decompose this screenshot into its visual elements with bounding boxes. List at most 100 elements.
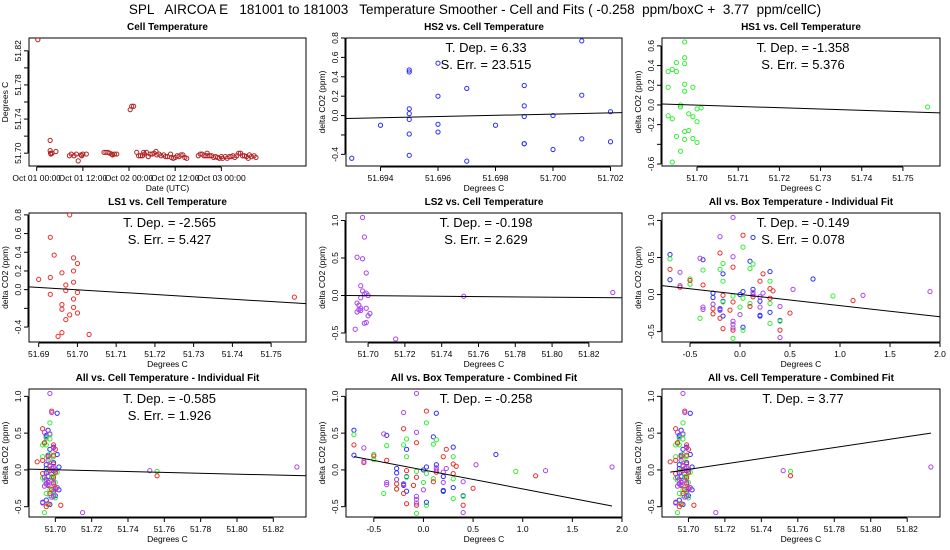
x-axis-label: Degrees C	[781, 534, 822, 544]
y-tick-label: 0.5	[646, 427, 656, 439]
data-point-ls2	[47, 431, 53, 437]
y-tick-label: 1.0	[330, 214, 340, 226]
data-point-ls1	[684, 452, 690, 458]
data-point-ls2	[684, 445, 690, 451]
data-point-ls2	[674, 483, 681, 489]
data-point-hs2	[740, 324, 746, 330]
data-point-hs1	[47, 420, 53, 426]
x-tick-label: 51.74	[751, 524, 773, 534]
data-point-hs1	[673, 68, 680, 75]
temperature-dependence-label: T. Dep. = 3.77	[762, 391, 843, 406]
data-point-ls2	[79, 509, 86, 516]
data-point-ls1	[59, 302, 65, 308]
data-point-hs1	[767, 320, 773, 327]
data-point-hs1	[384, 443, 390, 449]
data-point-hs1	[720, 260, 726, 267]
data-point-ls1	[460, 502, 466, 508]
data-point-ls1	[59, 330, 65, 336]
data-point-hs2	[351, 452, 357, 458]
data-point-hs1	[403, 474, 410, 480]
x-tick-label: 0.0	[734, 349, 746, 359]
data-point-ls2	[710, 301, 716, 307]
data-point-ls1	[50, 474, 57, 480]
data-point-cell	[236, 150, 242, 156]
data-point-hs1	[430, 476, 436, 482]
data-point-ls2	[542, 468, 549, 474]
x-tick-label: 51.76	[154, 524, 176, 534]
data-point-ls1	[40, 457, 46, 463]
data-point-ls1	[45, 454, 51, 460]
x-tick-label: 51.78	[190, 524, 212, 534]
data-point-ls2	[41, 483, 48, 489]
data-point-ls2	[50, 479, 57, 486]
y-tick-label: 0.0	[330, 289, 340, 301]
y-tick-label: 0.0	[646, 288, 656, 300]
data-point-ls1	[710, 311, 716, 317]
x-tick-label: Oct 02 12:00	[151, 173, 200, 183]
data-point-hs1	[767, 278, 773, 284]
y-axis-label: delta CO2 (ppm)	[633, 246, 643, 309]
data-point-ls1	[400, 490, 407, 497]
temperature-dependence-label: T. Dep. = -0.198	[440, 215, 533, 230]
y-tick-label: 0.6	[646, 40, 656, 52]
data-point-hs1	[674, 509, 681, 516]
data-point-hs1	[682, 88, 688, 94]
x-tick-label: 51.73	[810, 173, 832, 183]
data-point-hs1	[694, 139, 700, 145]
data-point-ls2	[750, 291, 756, 298]
data-point-ls2	[41, 429, 48, 436]
x-axis-label: Degrees C	[147, 534, 188, 544]
x-tick-label: 51.74	[222, 349, 244, 359]
data-point-ls2	[678, 457, 684, 463]
data-point-hs2	[406, 106, 412, 112]
data-point-ls1	[74, 260, 81, 267]
data-point-hs2	[56, 464, 62, 470]
data-point-hs2	[521, 82, 527, 89]
data-point-hs1	[720, 278, 726, 284]
chart-panel-9: All vs. Cell Temperature - Combined Fit 5…	[633, 373, 941, 544]
standard-error-label: S. Err. = 0.078	[761, 232, 844, 247]
data-point-ls1	[720, 292, 726, 298]
data-point-ls1	[67, 312, 73, 318]
data-point-ls1	[740, 232, 746, 238]
data-point-hs1	[682, 136, 688, 143]
data-point-cell	[158, 153, 164, 159]
data-point-hs1	[673, 60, 680, 66]
x-tick-label: 51.71	[106, 349, 128, 359]
data-point-ls2	[610, 289, 616, 296]
fit-line	[670, 432, 931, 473]
y-tick-label: 0.2	[13, 265, 23, 277]
standard-error-label: S. Err. = 23.515	[441, 57, 532, 72]
y-tick-label: 1.0	[646, 214, 656, 226]
data-point-ls2	[730, 214, 736, 221]
y-axis-label: Degrees C	[0, 82, 10, 123]
data-point-ls1	[70, 279, 77, 285]
data-point-ls2	[730, 318, 736, 324]
data-point-cell	[167, 151, 174, 157]
data-point-hs2	[750, 234, 756, 241]
x-tick-label: 51.75	[892, 173, 914, 183]
x-tick-label: 1.0	[834, 349, 846, 359]
data-point-ls2	[413, 429, 420, 436]
data-points	[349, 38, 614, 164]
data-point-ls2	[147, 468, 153, 474]
x-tick-label: Oct 03 00:00	[197, 173, 246, 183]
x-tick-label: 51.70	[678, 524, 700, 534]
y-axis-label: delta CO2 (ppm)	[0, 246, 10, 309]
standard-error-label: S. Err. = 2.629	[444, 232, 527, 247]
data-point-ls2	[384, 482, 390, 488]
x-tick-label: -0.5	[683, 349, 698, 359]
data-point-ls1	[687, 277, 693, 284]
chart-title: HS1 vs. Cell Temperature	[741, 22, 861, 33]
data-point-ls2	[50, 445, 57, 451]
data-point-hs1	[423, 502, 430, 508]
data-point-ls2	[400, 482, 407, 488]
y-tick-label: 0.5	[330, 427, 340, 439]
data-point-ls1	[59, 306, 65, 312]
data-point-hs2	[757, 298, 763, 304]
y-tick-label: 0.0	[330, 464, 340, 476]
data-point-hs1	[730, 293, 736, 299]
data-point-ls2	[700, 306, 706, 312]
temperature-dependence-label: T. Dep. = -0.585	[123, 391, 216, 406]
